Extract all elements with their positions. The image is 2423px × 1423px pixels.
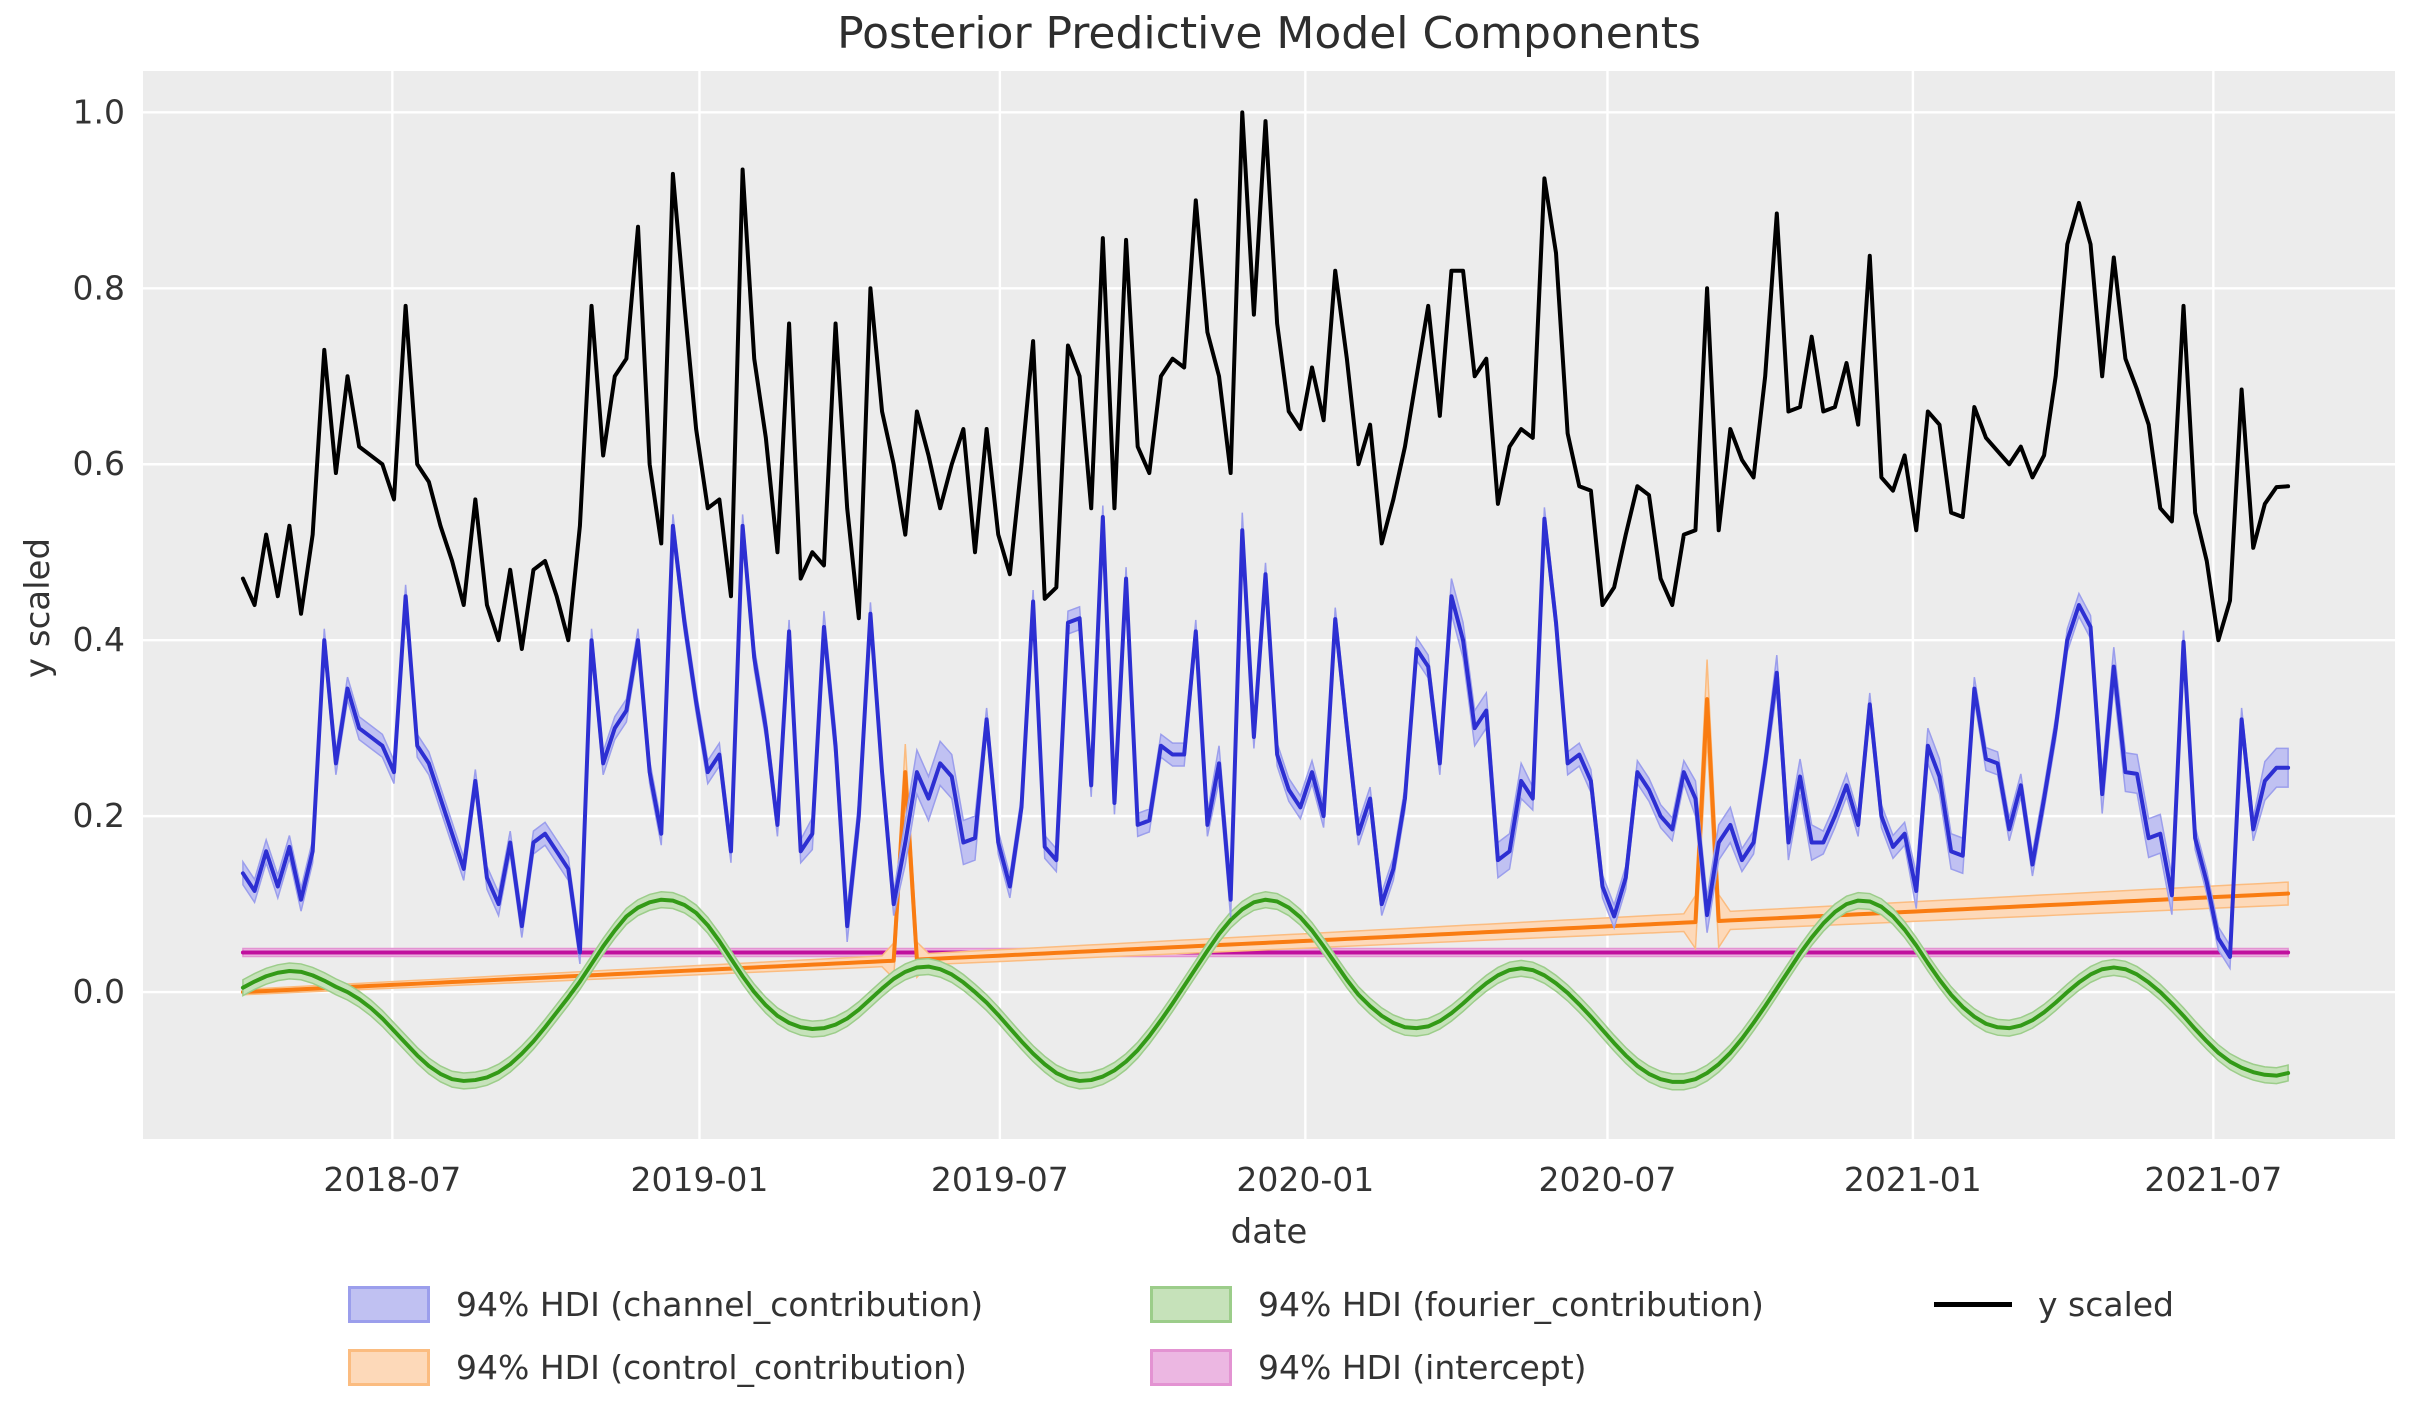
y-tick-label: 0.0 <box>73 972 125 1011</box>
control-hdi-swatch <box>348 1349 430 1386</box>
y-axis-label: y scaled <box>18 537 58 679</box>
legend-item-fourier-contribution: 94% HDI (fourier_contribution) <box>1150 1285 1764 1324</box>
legend-label: 94% HDI (fourier_contribution) <box>1258 1285 1764 1324</box>
chart-title: Posterior Predictive Model Components <box>837 8 1701 59</box>
y-tick-label: 0.8 <box>73 268 125 307</box>
fourier-hdi-swatch <box>1150 1286 1232 1323</box>
y-tick-label: 0.2 <box>73 796 125 835</box>
x-tick-label: 2020-07 <box>1539 1160 1677 1199</box>
series-line-y_scaled <box>240 110 2291 651</box>
legend-label: y scaled <box>2038 1285 2174 1324</box>
y-tick-label: 0.4 <box>73 620 125 659</box>
x-tick-label: 2018-07 <box>323 1160 461 1199</box>
legend-label: 94% HDI (channel_contribution) <box>456 1285 984 1324</box>
x-axis-label: date <box>1230 1212 1308 1252</box>
hdi-band-channel_contribution <box>242 505 2289 971</box>
x-tick-label: 2021-01 <box>1844 1160 1982 1199</box>
intercept-hdi-swatch <box>1150 1349 1232 1386</box>
x-tick-label: 2021-07 <box>2144 1160 2282 1199</box>
legend-label: 94% HDI (intercept) <box>1258 1348 1587 1387</box>
x-tick-label: 2019-01 <box>631 1160 769 1199</box>
series-line-channel_contribution <box>240 515 2291 959</box>
y-scaled-line-sample <box>1934 1302 2012 1307</box>
legend-item-intercept: 94% HDI (intercept) <box>1150 1348 1587 1387</box>
legend-item-control-contribution: 94% HDI (control_contribution) <box>348 1348 967 1387</box>
series-line-fourier_contribution <box>240 897 2291 1084</box>
channel-hdi-swatch <box>348 1286 430 1323</box>
x-tick-label: 2019-07 <box>931 1160 1069 1199</box>
hdi-band-fourier_contribution <box>242 891 2289 1091</box>
x-tick-label: 2020-01 <box>1236 1160 1374 1199</box>
y-tick-label: 0.6 <box>73 444 125 483</box>
y-tick-label: 1.0 <box>73 92 125 131</box>
legend-label: 94% HDI (control_contribution) <box>456 1348 967 1387</box>
legend-item-y-scaled: y scaled <box>1934 1285 2174 1324</box>
legend-item-channel-contribution: 94% HDI (channel_contribution) <box>348 1285 983 1324</box>
hdi-band-control_contribution <box>242 659 2289 996</box>
